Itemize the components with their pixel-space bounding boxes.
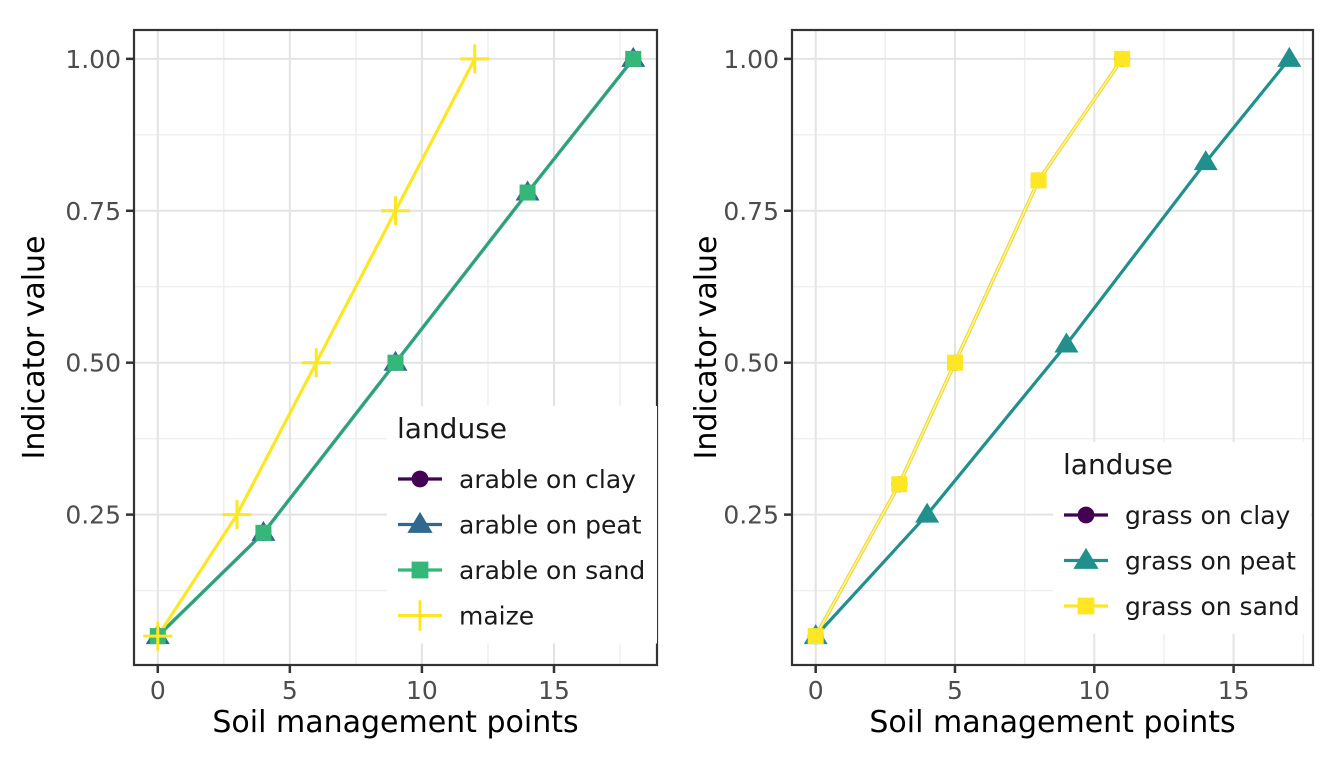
point-arable-on-sand-square-marker bbox=[519, 184, 536, 201]
point-maize-plus-marker bbox=[381, 196, 410, 226]
x-tick-label-10: 10 bbox=[406, 676, 438, 705]
x-tick-label-0: 0 bbox=[150, 676, 166, 705]
point-maize-plus-marker bbox=[143, 621, 173, 651]
y-tick-label-1.00: 1.00 bbox=[65, 45, 121, 74]
legend-key-triangle-marker bbox=[1073, 547, 1099, 569]
chart-arable-landuse: 0 5 10 15 0.25 0.50 0.75 1.00 Soil management po… bbox=[17, 28, 659, 740]
legend-item-arable-on-sand: arable on sand bbox=[398, 556, 645, 585]
legend-key-triangle-marker bbox=[407, 511, 433, 533]
x-tick-label-10: 10 bbox=[1078, 676, 1110, 705]
series-markers-maize bbox=[143, 44, 490, 651]
panel-border bbox=[790, 28, 1315, 667]
point-grass-on-sand-square-marker bbox=[1114, 50, 1131, 67]
point-arable-on-sand-square-marker bbox=[625, 50, 642, 67]
x-tick-label-15: 15 bbox=[1218, 676, 1250, 705]
point-grass-on-sand-square-marker bbox=[1030, 172, 1047, 189]
y-tick-label-0.50: 0.50 bbox=[723, 349, 779, 378]
series-markers-grass-on-sand bbox=[807, 50, 1131, 645]
y-axis-title: Indicator value bbox=[17, 235, 52, 459]
legend-key-circle-marker bbox=[411, 470, 429, 488]
point-maize-plus-marker bbox=[460, 44, 490, 74]
legend-item-arable-on-clay: arable on clay bbox=[398, 465, 636, 494]
x-tick-label-15: 15 bbox=[538, 676, 570, 705]
y-axis-title-group: Indicator value bbox=[17, 235, 52, 459]
series-markers-arable-on-sand bbox=[149, 50, 642, 645]
x-axis-title: Soil management points bbox=[212, 705, 578, 740]
y-tick-label-1.00: 1.00 bbox=[723, 45, 779, 74]
legend-item-label: grass on clay bbox=[1125, 501, 1291, 530]
point-grass-on-peat-triangle-marker bbox=[1277, 46, 1302, 67]
legend-item-grass-on-clay: grass on clay bbox=[1064, 501, 1291, 530]
legend-title: landuse bbox=[397, 412, 507, 445]
legend-key-plus-marker bbox=[404, 600, 436, 631]
legend-item-label: grass on peat bbox=[1125, 547, 1296, 576]
legend: landuse grass on clay grass on peat grass o… bbox=[1053, 442, 1311, 634]
y-tick-label-0.25: 0.25 bbox=[723, 501, 779, 530]
x-tick-label-5: 5 bbox=[947, 676, 963, 705]
chart-grass-landuse: 0 5 10 15 0.25 0.50 0.75 1.00 Soil management po… bbox=[672, 0, 1344, 768]
point-arable-on-sand-square-marker bbox=[387, 354, 404, 371]
legend-key-square-marker bbox=[1077, 597, 1095, 615]
legend-item-label: grass on sand bbox=[1125, 592, 1300, 621]
legend-title: landuse bbox=[1063, 448, 1173, 481]
legend-item-maize: maize bbox=[398, 600, 534, 631]
panel-border bbox=[132, 28, 659, 667]
legend-item-grass-on-peat: grass on peat bbox=[1064, 547, 1296, 576]
point-grass-on-peat-triangle-marker bbox=[1054, 332, 1079, 353]
y-tick-label-0.75: 0.75 bbox=[723, 197, 779, 226]
x-tick-label-5: 5 bbox=[282, 676, 298, 705]
point-grass-on-peat-triangle-marker bbox=[1193, 150, 1218, 171]
x-axis-title: Soil management points bbox=[869, 705, 1235, 740]
y-axis-title: Indicator value bbox=[689, 235, 724, 459]
point-grass-on-peat-triangle-marker bbox=[915, 502, 940, 523]
legend: landuse arable on clay arable on peat arabl… bbox=[387, 406, 657, 644]
point-arable-on-sand-square-marker bbox=[255, 524, 272, 541]
y-tick-label-0.75: 0.75 bbox=[65, 197, 121, 226]
y-tick-label-0.25: 0.25 bbox=[65, 501, 121, 530]
y-axis-title-group: Indicator value bbox=[689, 235, 724, 459]
point-maize-plus-marker bbox=[301, 348, 331, 378]
legend-item-label: maize bbox=[459, 602, 534, 631]
legend-key-circle-marker bbox=[1077, 506, 1095, 524]
legend-item-label: arable on sand bbox=[459, 556, 645, 585]
legend-item-label: arable on peat bbox=[459, 511, 642, 540]
legend-background bbox=[1053, 442, 1311, 634]
legend-key-square-marker bbox=[411, 561, 429, 579]
legend-item-label: arable on clay bbox=[459, 465, 636, 494]
x-tick-label-0: 0 bbox=[808, 676, 824, 705]
point-grass-on-sand-square-marker bbox=[891, 476, 908, 493]
legend-item-arable-on-peat: arable on peat bbox=[398, 511, 642, 540]
legend-item-grass-on-sand: grass on sand bbox=[1064, 592, 1300, 621]
point-grass-on-sand-square-marker bbox=[946, 354, 963, 371]
point-grass-on-sand-square-marker bbox=[807, 628, 824, 645]
point-maize-plus-marker bbox=[222, 500, 252, 530]
y-tick-label-0.50: 0.50 bbox=[65, 349, 121, 378]
